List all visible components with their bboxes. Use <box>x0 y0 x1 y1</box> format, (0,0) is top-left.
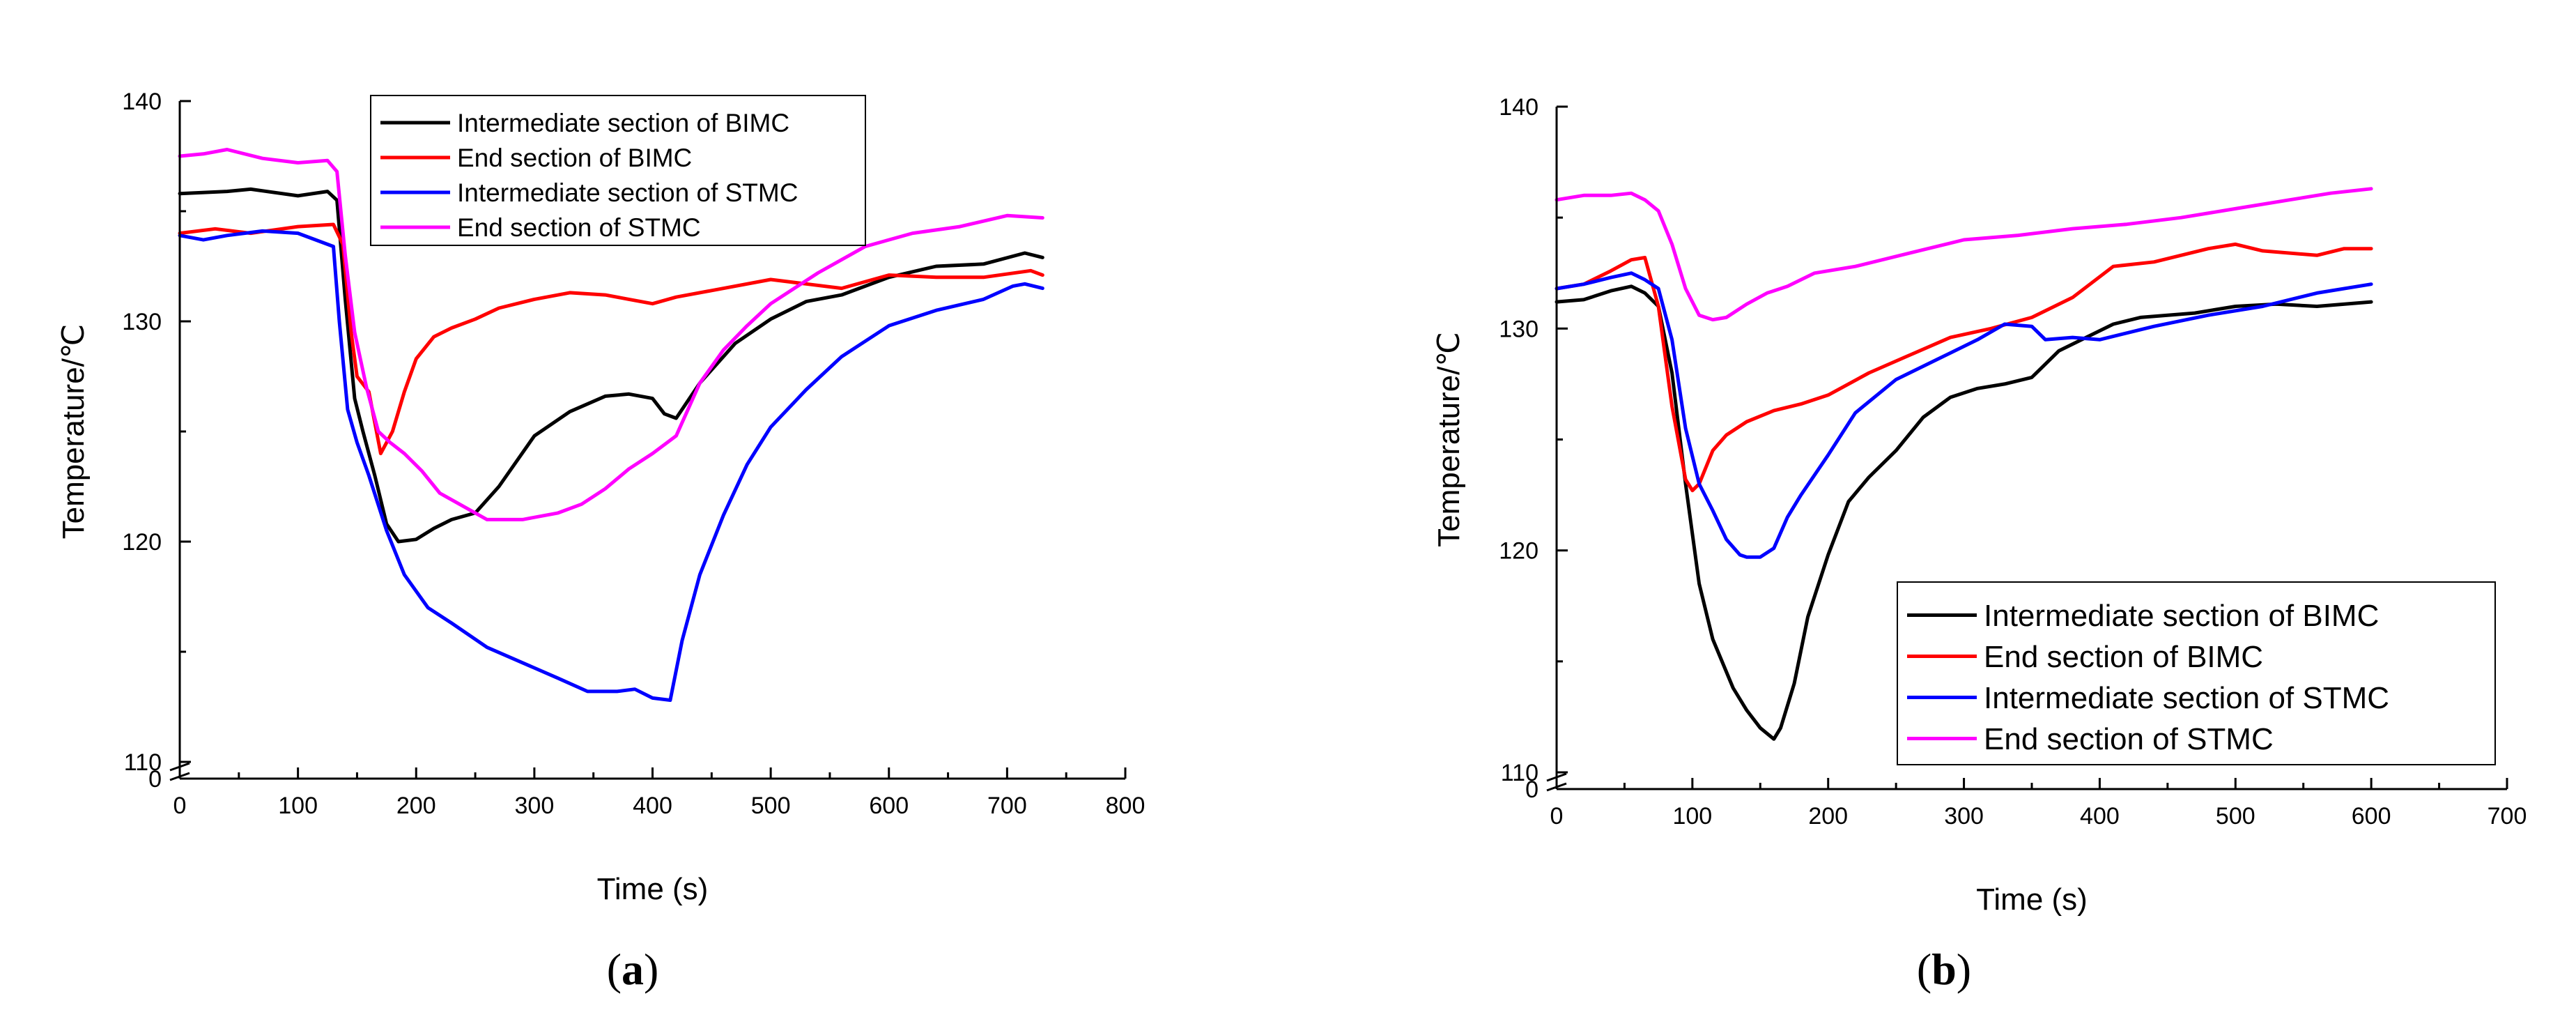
legend-box <box>370 95 866 246</box>
y-axis-label: Temperature/℃ <box>1432 332 1466 547</box>
series-line-2 <box>1555 242 2373 493</box>
legend-box <box>1897 581 2496 765</box>
x-tick-label: 700 <box>987 793 1027 819</box>
x-tick-label: 200 <box>396 793 436 819</box>
x-tick-label: 400 <box>2080 803 2120 829</box>
axis-break-mark <box>169 762 190 772</box>
x-tick-label: 300 <box>515 793 555 819</box>
y-tick-label: 140 <box>1499 94 1538 121</box>
panel-label-a: (a) <box>607 945 659 994</box>
x-tick-label: 800 <box>1106 793 1146 819</box>
series-line-1 <box>1555 284 2373 741</box>
legend-a: Intermediate section of BIMC End section … <box>370 95 866 246</box>
y-tick-label: 110 <box>1501 760 1538 786</box>
y-tick-label: 130 <box>1499 316 1538 342</box>
series-line-2 <box>178 222 1044 456</box>
legend-label-2: End section of BIMC <box>1984 640 2263 674</box>
series-line-1 <box>178 187 1044 544</box>
y-tick-label: 120 <box>122 529 162 556</box>
legend-label-1: Intermediate section of BIMC <box>1984 599 2379 633</box>
x-tick-label: 400 <box>633 793 672 819</box>
series-line-3 <box>1555 271 2373 559</box>
y-tick-label: 140 <box>122 89 162 115</box>
x-tick-label: 0 <box>1550 803 1564 829</box>
panel-label-b: (b) <box>1917 945 1971 994</box>
y-tick-label: 110 <box>124 749 162 776</box>
legend-label-3: Intermediate section of STMC <box>457 178 798 207</box>
y-axis-label: Temperature/℃ <box>56 324 91 540</box>
axis-break-mark <box>1546 772 1567 782</box>
x-tick-label: 600 <box>869 793 909 819</box>
legend-label-1: Intermediate section of BIMC <box>457 109 789 137</box>
series-group-a <box>178 148 1044 702</box>
legend-label-4: End section of STMC <box>457 213 701 242</box>
series-line-3 <box>178 229 1044 702</box>
series-line-4 <box>1555 187 2373 322</box>
x-tick-label: 600 <box>2352 803 2391 829</box>
y-tick-label: 130 <box>122 309 162 335</box>
x-tick-label: 300 <box>1944 803 1984 829</box>
legend-label-3: Intermediate section of STMC <box>1984 681 2389 715</box>
x-axis-label: Time (s) <box>1976 882 2088 917</box>
legend-label-4: End section of STMC <box>1984 722 2274 756</box>
x-tick-label: 500 <box>751 793 791 819</box>
x-tick-label: 100 <box>278 793 318 819</box>
y-tick-label-zero: 0 <box>148 766 162 793</box>
y-tick-label: 120 <box>1499 538 1538 565</box>
x-tick-label: 700 <box>2488 803 2527 829</box>
x-tick-label: 100 <box>1672 803 1712 829</box>
y-tick-label-zero: 0 <box>1525 777 1538 803</box>
x-tick-label: 200 <box>1808 803 1848 829</box>
legend-label-2: End section of BIMC <box>457 144 692 172</box>
series-group-b <box>1555 187 2373 741</box>
x-tick-label: 500 <box>2216 803 2255 829</box>
legend-b: Intermediate section of BIMC End section … <box>1897 581 2496 765</box>
series-line-4 <box>178 148 1044 521</box>
x-axis-label: Time (s) <box>597 872 709 906</box>
x-tick-label: 0 <box>173 793 187 819</box>
